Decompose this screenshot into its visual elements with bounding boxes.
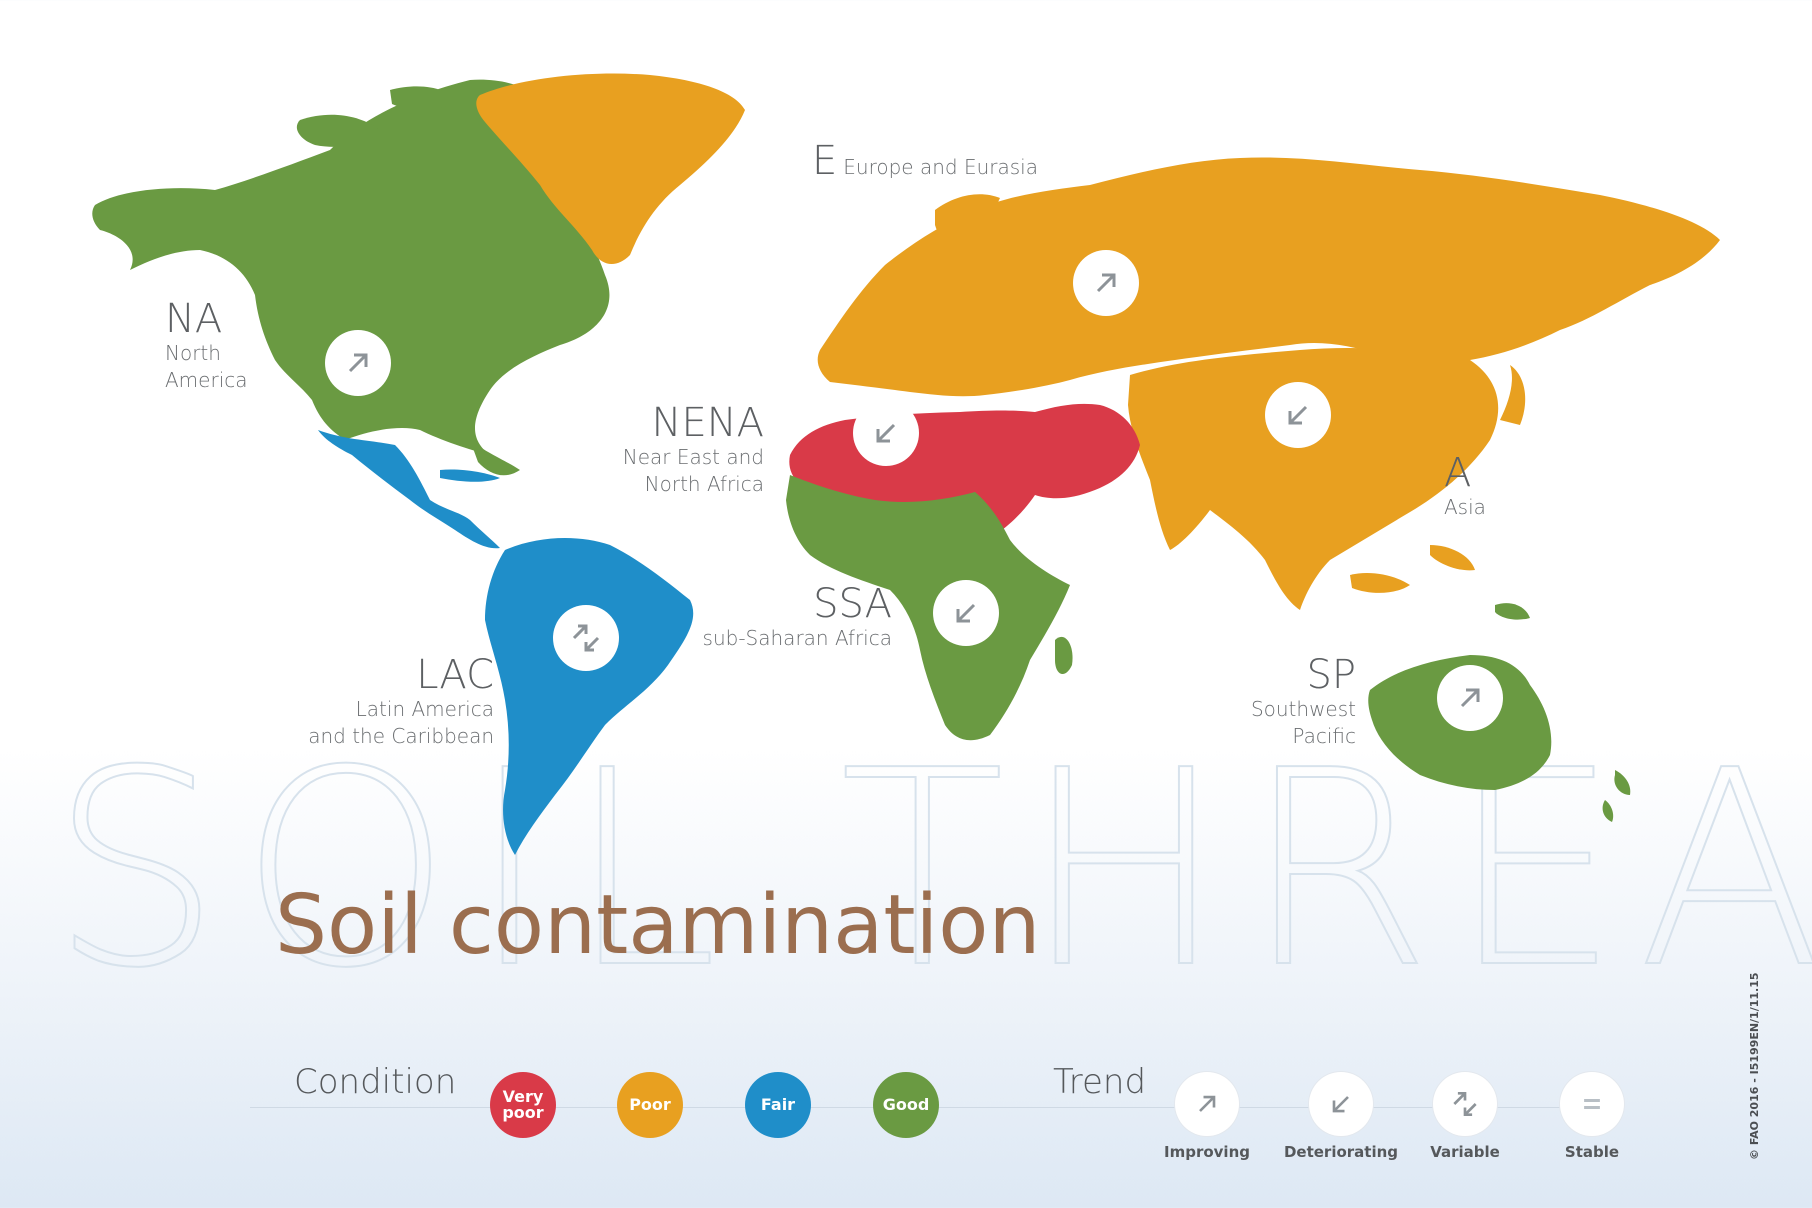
legend-condition-poor: Poor bbox=[617, 1072, 683, 1138]
marker-nena-deteriorating bbox=[853, 400, 919, 466]
marker-a-deteriorating bbox=[1265, 382, 1331, 448]
legend-trend-stable bbox=[1560, 1072, 1624, 1136]
marker-na-improving bbox=[325, 330, 391, 396]
region-a-shape bbox=[1128, 348, 1499, 610]
legend-condition-good: Good bbox=[873, 1072, 939, 1138]
region-e-shape bbox=[817, 157, 1720, 397]
legend-trend-heading: Trend bbox=[1053, 1062, 1147, 1102]
legend-condition-very-poor: Very poor bbox=[490, 1072, 556, 1138]
label-code: E bbox=[812, 138, 838, 184]
arrow-up-right-icon bbox=[1460, 688, 1480, 708]
arrow-down-left-icon bbox=[956, 603, 976, 623]
marker-lac-variable bbox=[553, 605, 619, 671]
legend-trend-improving-label: Improving bbox=[1164, 1143, 1250, 1161]
label-sp: SP Southwest Pacific bbox=[1240, 654, 1356, 750]
legend-condition-fair: Fair bbox=[745, 1072, 811, 1138]
label-name: Asia bbox=[1444, 495, 1486, 519]
region-ssa-shape bbox=[786, 475, 1070, 741]
label-code: A bbox=[1444, 450, 1472, 496]
label-name: Near East and North Africa bbox=[622, 445, 764, 496]
arrows-variable-icon bbox=[572, 624, 600, 652]
equals-icon bbox=[1584, 1098, 1600, 1110]
label-lac: LAC Latin America and the Caribbean bbox=[300, 654, 494, 750]
page-title: Soil contamination bbox=[275, 878, 1041, 973]
legend-trend-deteriorating-label: Deteriorating bbox=[1283, 1143, 1399, 1161]
arrow-down-left-icon bbox=[876, 423, 896, 443]
label-na: NA North America bbox=[165, 298, 248, 394]
label-name: Europe and Eurasia bbox=[843, 155, 1038, 179]
label-e: E Europe and Eurasia bbox=[812, 140, 1038, 182]
label-code: SP bbox=[1306, 652, 1356, 698]
greenland-shape bbox=[476, 73, 745, 265]
label-code: NENA bbox=[651, 400, 764, 446]
legend-condition-heading: Condition bbox=[294, 1062, 457, 1102]
region-na-shape bbox=[92, 79, 610, 476]
marker-e-improving bbox=[1073, 250, 1139, 316]
label-code: LAC bbox=[416, 652, 494, 698]
label-name: Latin America and the Caribbean bbox=[308, 697, 494, 748]
marker-sp-improving bbox=[1437, 665, 1503, 731]
label-name: sub-Saharan Africa bbox=[702, 626, 892, 650]
label-name: North America bbox=[165, 341, 248, 392]
legend-trend-variable bbox=[1433, 1072, 1497, 1136]
label-nena: NENA Near East and North Africa bbox=[622, 402, 764, 498]
label-code: SSA bbox=[813, 581, 892, 627]
arrow-down-left-icon bbox=[1332, 1096, 1349, 1113]
arrow-down-left-icon bbox=[1288, 405, 1308, 425]
region-lac-south-shape bbox=[485, 538, 694, 855]
copyright-text: © FAO 2016 - I5199EN/1/11.15 bbox=[1748, 972, 1761, 1160]
arrow-up-right-icon bbox=[1096, 273, 1116, 293]
legend-trend-stable-label: Stable bbox=[1564, 1143, 1620, 1161]
label-code: NA bbox=[165, 296, 223, 342]
region-lac-central-shape bbox=[318, 430, 500, 549]
label-name: Southwest Pacific bbox=[1250, 697, 1356, 748]
legend-trend-improving bbox=[1175, 1072, 1239, 1136]
legend-trend-deteriorating bbox=[1309, 1072, 1373, 1136]
marker-ssa-deteriorating bbox=[933, 580, 999, 646]
label-ssa: SSA sub-Saharan Africa bbox=[700, 583, 892, 652]
label-a: A Asia bbox=[1444, 452, 1486, 521]
arrow-up-right-icon bbox=[1199, 1095, 1216, 1112]
arrow-up-right-icon bbox=[348, 353, 368, 373]
arrows-variable-icon bbox=[1453, 1092, 1477, 1116]
legend-trend-variable-label: Variable bbox=[1430, 1143, 1500, 1161]
